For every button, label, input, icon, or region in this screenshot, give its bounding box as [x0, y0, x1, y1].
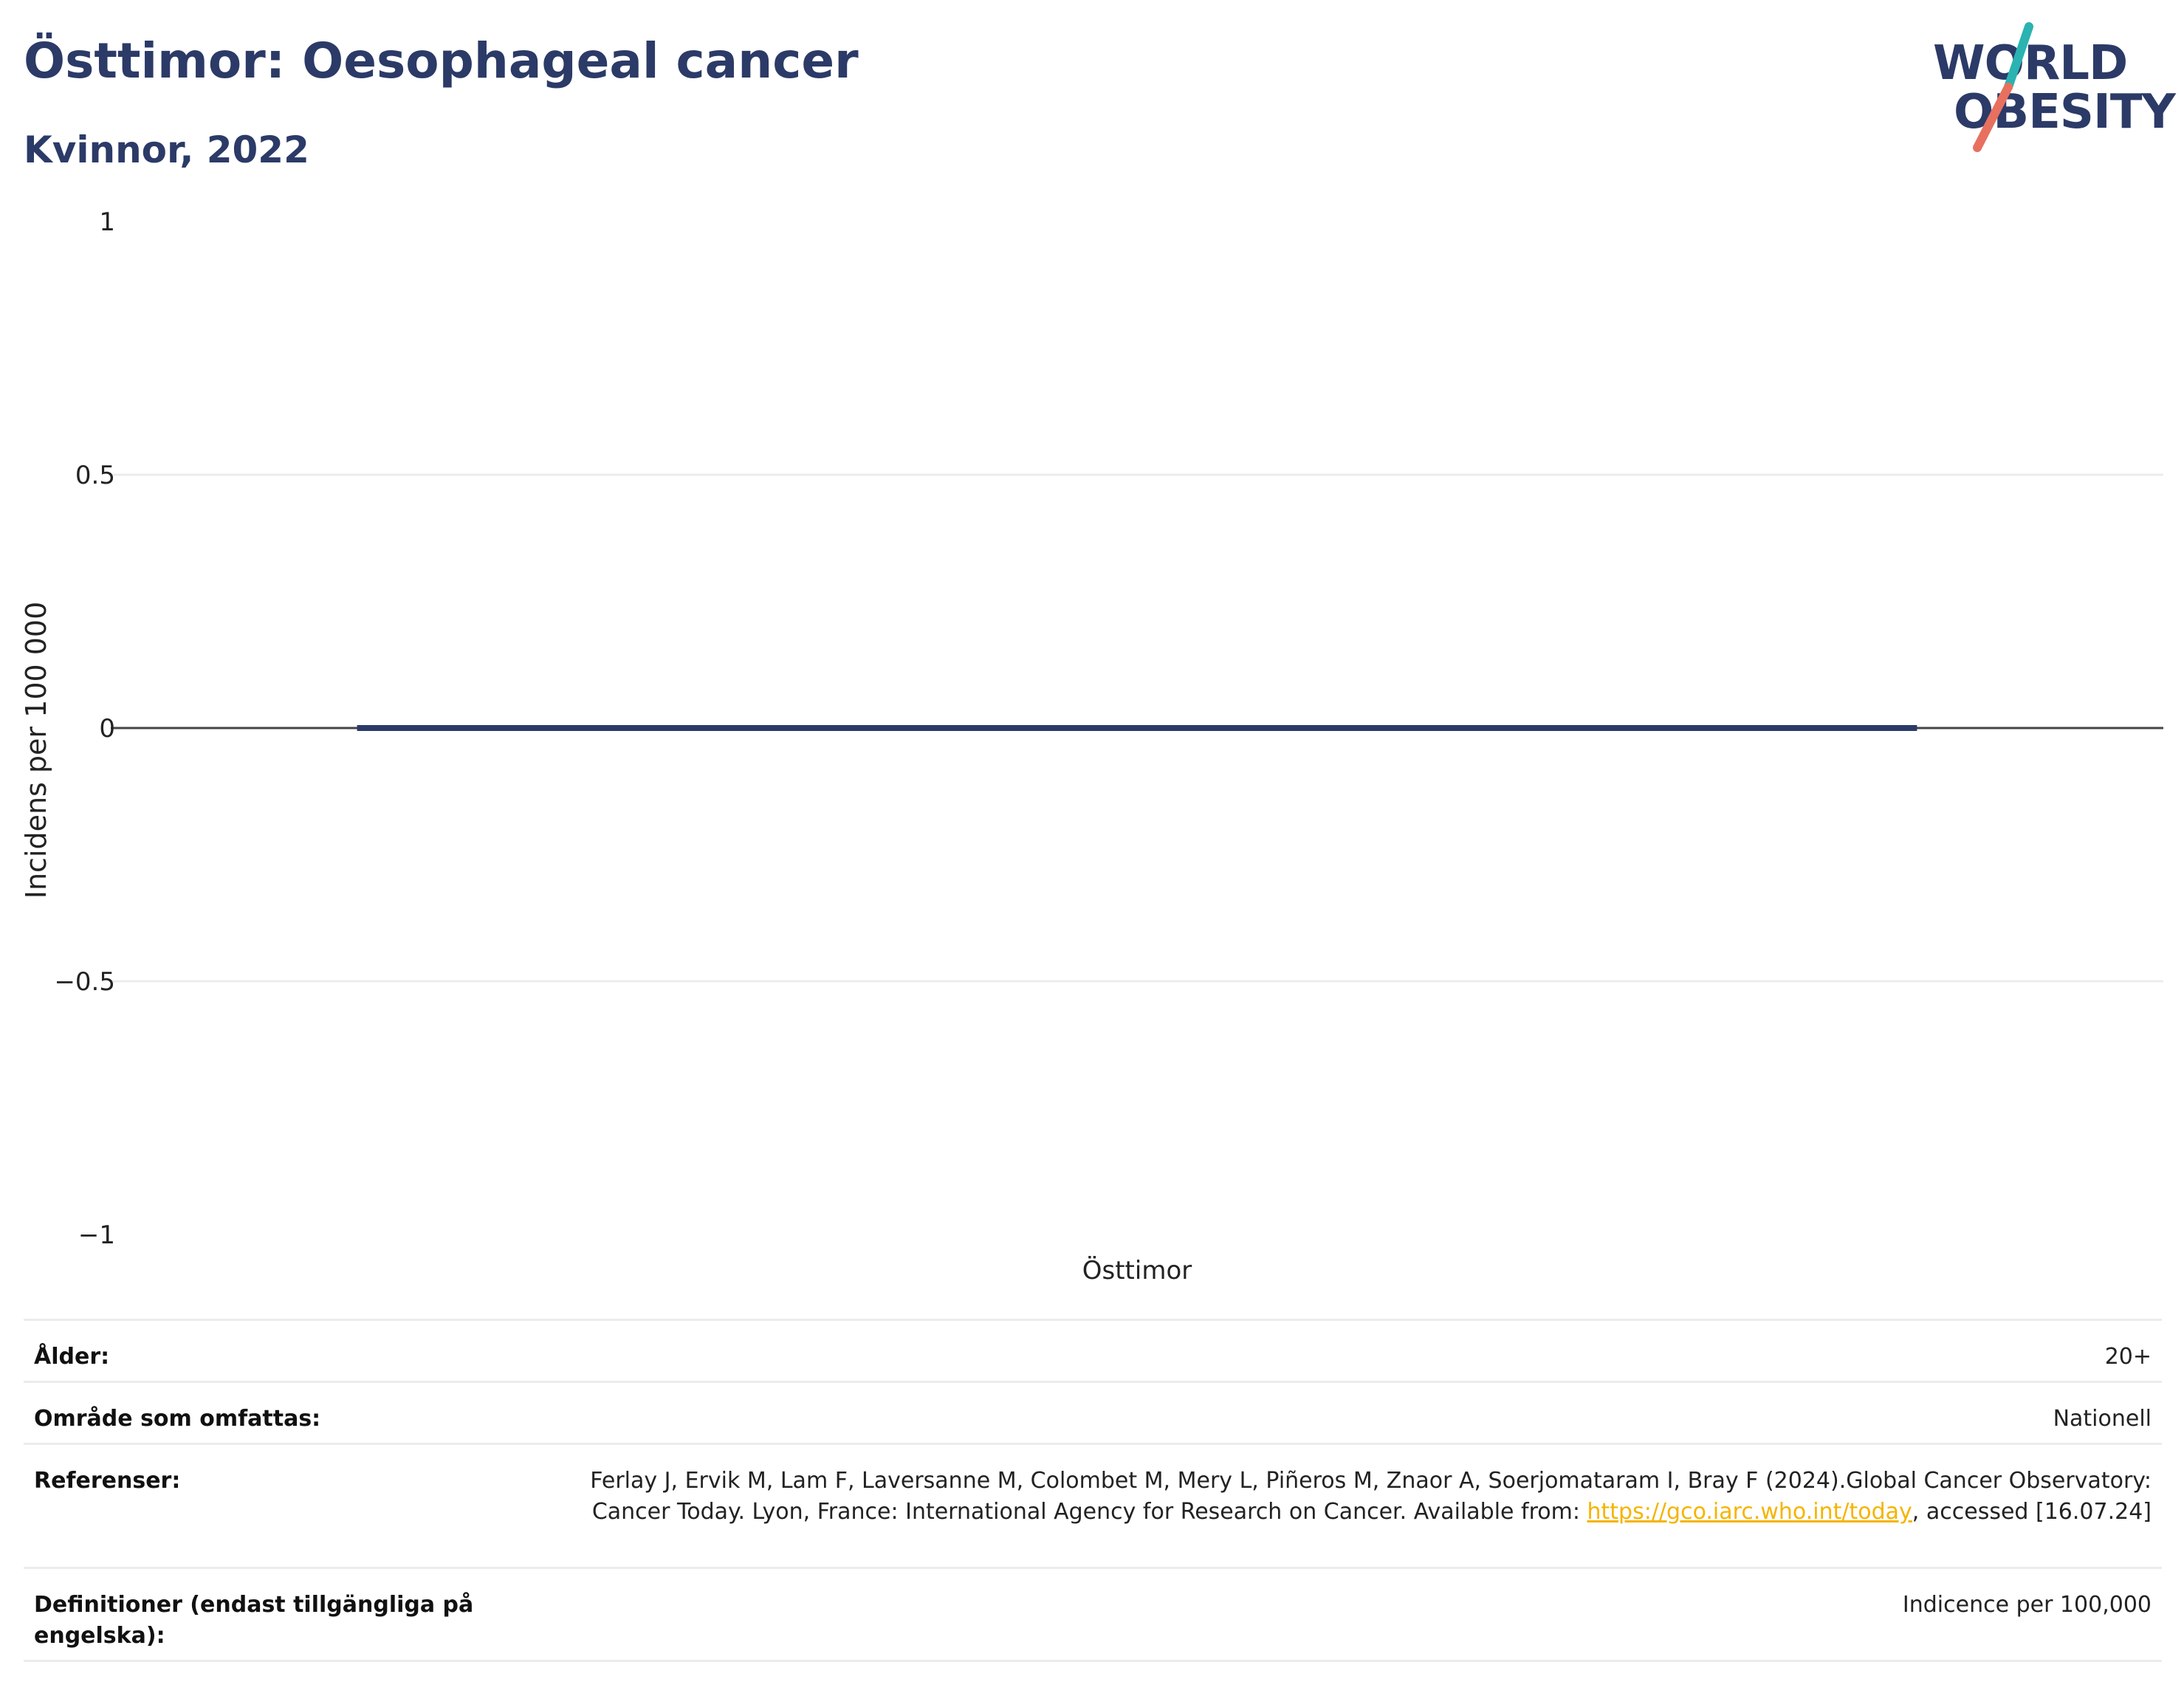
- y-tick-labels: 1 0.5 0 −0.5 −1: [54, 207, 115, 1250]
- y-tick-label: 1: [99, 207, 115, 237]
- metadata-table: Ålder: 20+ Område som omfattas: Nationel…: [24, 1319, 2162, 1662]
- meta-value: Indicence per 100,000: [1902, 1592, 2152, 1618]
- reference-link[interactable]: https://gco.iarc.who.int/today: [1587, 1499, 1912, 1525]
- bar[interactable]: [357, 725, 1917, 731]
- meta-row-age: Ålder: 20+: [24, 1321, 2162, 1383]
- meta-value: Ferlay J, Ervik M, Lam F, Laversanne M, …: [564, 1466, 2152, 1528]
- meta-value: Nationell: [2053, 1406, 2152, 1432]
- meta-key: Område som omfattas:: [34, 1406, 321, 1432]
- y-tick-label: −1: [78, 1220, 115, 1250]
- meta-key: Ålder:: [34, 1344, 110, 1370]
- meta-key: Definitioner (endast tillgängliga på eng…: [34, 1592, 474, 1649]
- meta-value: 20+: [2104, 1344, 2152, 1370]
- y-tick-label: 0: [99, 714, 115, 744]
- meta-row-area: Område som omfattas: Nationell: [24, 1383, 2162, 1445]
- reference-text-end: , accessed [16.07.24]: [1912, 1499, 2152, 1525]
- logo-slash-icon: [1973, 22, 2033, 152]
- logo-word-world: WORLD: [1933, 36, 2128, 91]
- reference-text: Ferlay J, Ervik M, Lam F, Laversanne M, …: [590, 1468, 2152, 1525]
- x-tick-label: Östtimor: [1082, 1255, 1192, 1285]
- meta-key: Referenser:: [34, 1468, 181, 1494]
- x-tick-labels: Östtimor: [1082, 1255, 1192, 1285]
- chart-title: Östtimor: Oesophageal cancer: [24, 32, 859, 89]
- bars: [357, 725, 1917, 731]
- y-tick-label: −0.5: [54, 967, 115, 997]
- world-obesity-logo[interactable]: WORLD OBESITY: [1920, 21, 2176, 154]
- meta-row-references: Referenser: Ferlay J, Ervik M, Lam F, La…: [24, 1445, 2162, 1569]
- y-tick-label: 0.5: [75, 461, 115, 490]
- chart-subtitle: Kvinnor, 2022: [24, 128, 309, 171]
- y-axis-title: Incidens per 100 000: [20, 602, 52, 899]
- bar-chart: 1 0.5 0 −0.5 −1 Östtimor Incidens per 100 00…: [20, 207, 2163, 1285]
- meta-row-definitions: Definitioner (endast tillgängliga på eng…: [24, 1569, 2162, 1662]
